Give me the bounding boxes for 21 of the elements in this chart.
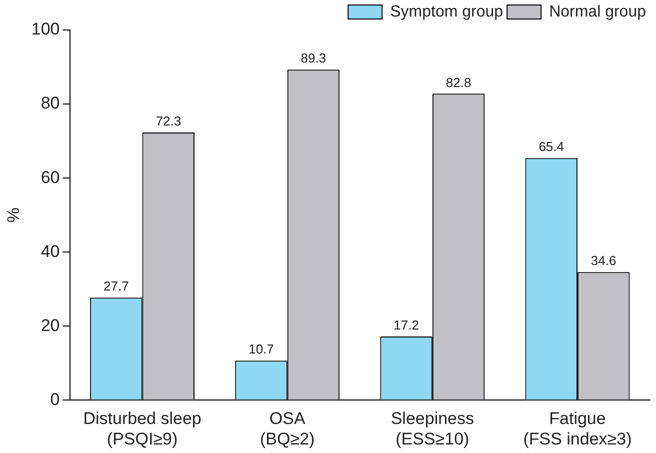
data-label: 65.4	[538, 139, 564, 154]
legend-label: Normal group	[549, 3, 646, 20]
y-tick-label: 20	[40, 316, 60, 335]
y-tick-label: 80	[40, 94, 60, 113]
y-tick-label: 40	[40, 242, 60, 261]
y-tick-label: 100	[31, 20, 60, 39]
data-label: 27.7	[104, 278, 129, 294]
x-tick-label: Disturbed sleep (PSQI≥9)	[83, 409, 202, 448]
x-tick-label: Fatigue (FSS index≥3)	[523, 409, 632, 448]
data-label: 72.3	[156, 114, 182, 129]
y-tick-label: 0	[50, 390, 60, 409]
data-label: 10.7	[248, 342, 274, 357]
data-label: 82.8	[446, 74, 472, 90]
legend-label: Symptom group	[390, 3, 504, 20]
x-tick-label: OSA (BQ≥2)	[260, 409, 315, 448]
data-label: 34.6	[590, 253, 616, 268]
data-label: 89.3	[300, 50, 326, 66]
data-label: 17.2	[394, 318, 419, 333]
y-axis-title: %	[4, 208, 23, 223]
x-tick-label: Sleepiness (ESS≥10)	[390, 409, 474, 448]
y-tick-label: 60	[40, 168, 60, 187]
